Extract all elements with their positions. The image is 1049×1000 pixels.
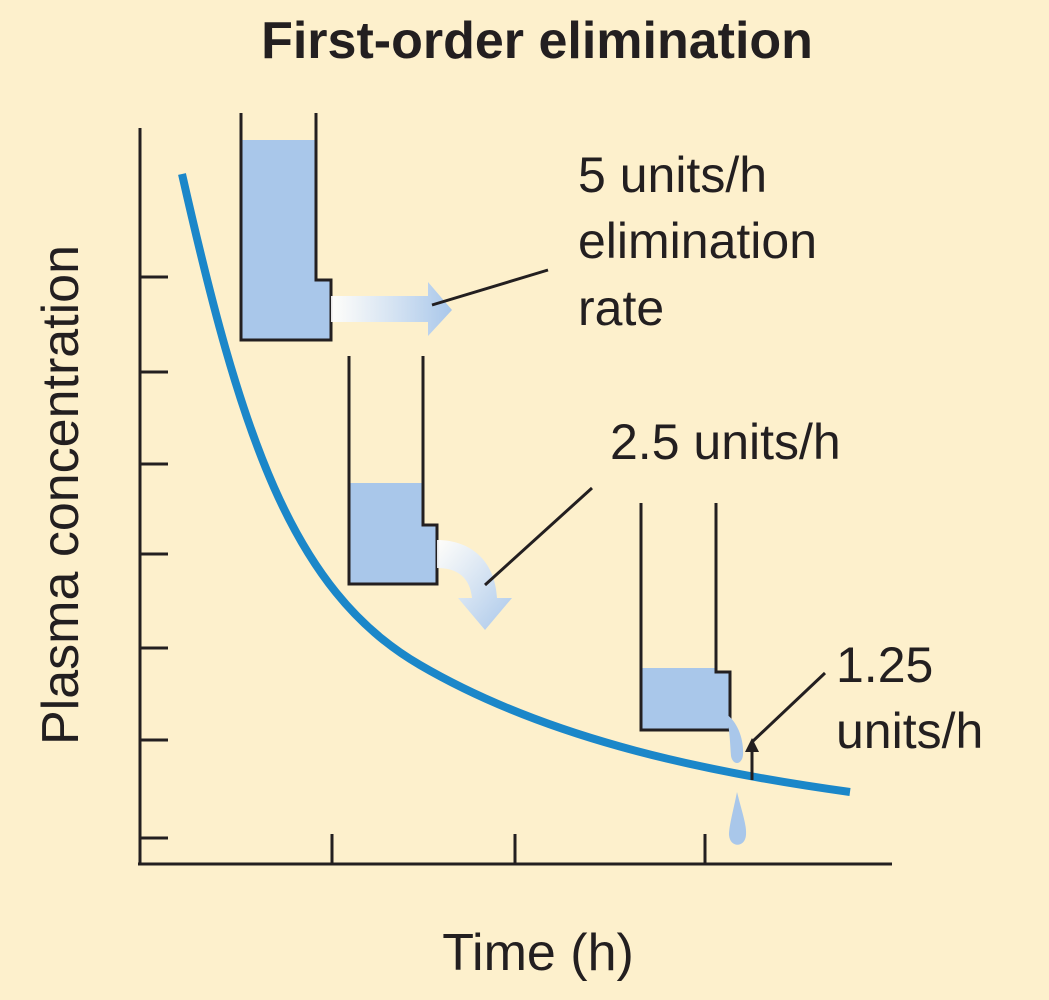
- leader-line-medium: [483, 486, 594, 587]
- beaker-high: [239, 113, 333, 342]
- water-droplet: [729, 792, 747, 845]
- y-axis-label: Plasma concentration: [32, 245, 90, 745]
- beaker-high-spout-water: [314, 280, 331, 340]
- beaker-medium-water: [349, 483, 423, 584]
- leader-line-fast: [431, 268, 549, 307]
- beaker-high-water: [241, 140, 316, 340]
- chart-title: First-order elimination: [261, 12, 813, 70]
- drip-stream: [726, 714, 744, 764]
- beaker-low-outline: [639, 503, 732, 732]
- beaker-low: [639, 503, 732, 732]
- rate-fast-line1: 5 units/h: [578, 147, 767, 203]
- axes: [138, 128, 892, 866]
- x-axis-label: Time (h): [442, 924, 634, 982]
- rate-slow-line2: units/h: [836, 703, 983, 759]
- beaker-medium: [347, 356, 439, 586]
- beaker-medium-spout-water: [421, 525, 437, 584]
- rate-medium-label: 2.5 units/h: [610, 414, 841, 470]
- beaker-low-spout-water: [714, 672, 730, 730]
- flow-arrow-fast: [331, 282, 452, 336]
- rate-slow-line1: 1.25: [836, 637, 933, 693]
- drip-pointer-head: [745, 738, 759, 752]
- rate-fast-line2: elimination: [578, 213, 817, 269]
- elimination-curve: [178, 173, 851, 796]
- rate-fast-line3: rate: [578, 280, 664, 336]
- leader-line-slow: [750, 671, 827, 744]
- flow-arrow-medium: [437, 540, 512, 630]
- beaker-low-water: [641, 668, 716, 730]
